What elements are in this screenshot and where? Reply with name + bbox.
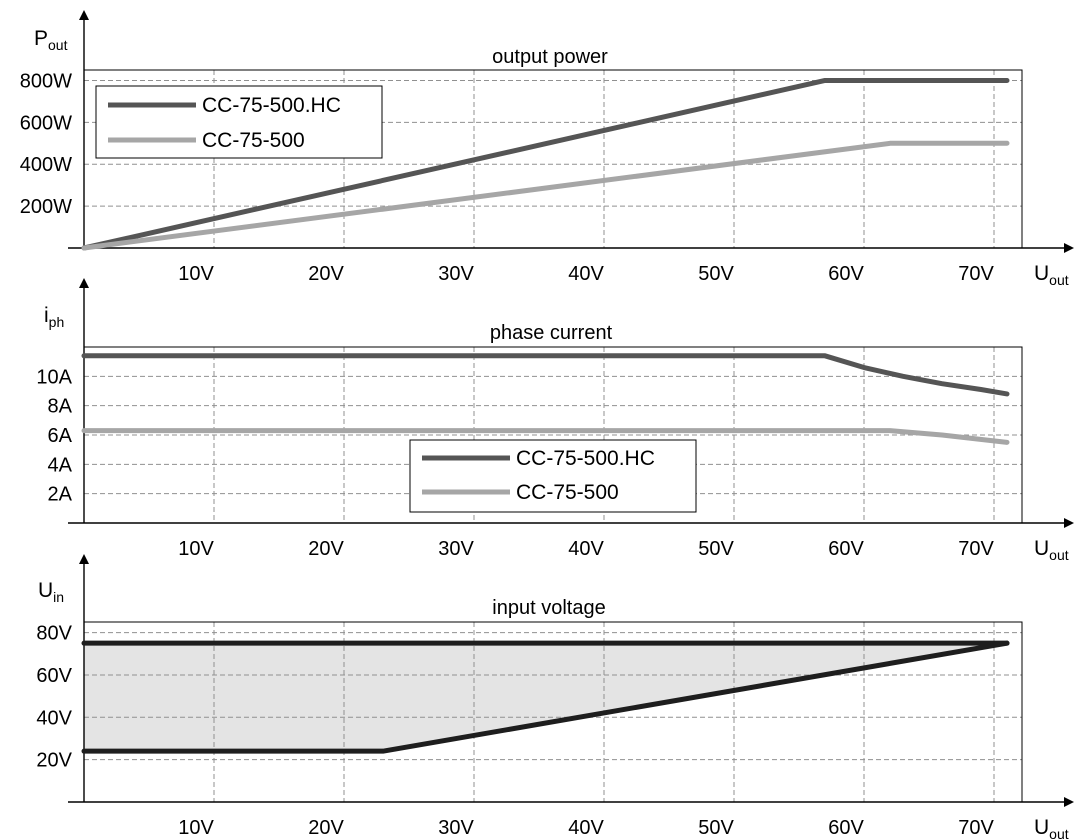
x-tick-label: 30V [438, 538, 474, 560]
x-tick-label: 60V [828, 538, 864, 560]
boundary-lines-input-voltage [81, 640, 1010, 754]
legend-label-hc: CC-75-500.HC [202, 94, 341, 117]
y-tick-label: 40V [36, 707, 72, 729]
x-axis-symbol-output-power: Uout [1034, 262, 1069, 288]
title-input-voltage: input voltage [492, 597, 605, 619]
x-tick-label: 10V [178, 538, 214, 560]
y-tick-label: 10A [36, 366, 72, 388]
legend-output-power: CC-75-500.HC CC-75-500 [95, 85, 383, 159]
y-axis-symbol-output-power: Pout [34, 27, 68, 53]
x-tick-label: 40V [568, 263, 604, 285]
x-tick-label: 20V [308, 263, 344, 285]
x-tick-label: 70V [958, 817, 994, 839]
y-tick-label: 600W [20, 112, 72, 134]
x-tick-label: 30V [438, 817, 474, 839]
x-tick-labels-input-voltage: 10V 20V 30V 40V 50V 60V 70V [178, 817, 994, 839]
y-tick-label: 6A [48, 425, 73, 447]
series-line-hc [81, 353, 1010, 397]
panel-phase-current: phase current iph Uout 2A 4A 6A 8A 10A 10V 20… [36, 278, 1074, 563]
x-tick-label: 20V [308, 538, 344, 560]
y-tick-label: 20V [36, 750, 72, 772]
y-tick-label: 8A [48, 396, 73, 418]
x-tick-label: 60V [828, 263, 864, 285]
x-tick-label: 10V [178, 817, 214, 839]
lower-boundary-line [81, 640, 1010, 754]
x-tick-label: 70V [958, 263, 994, 285]
x-tick-label: 50V [698, 817, 734, 839]
legend-label-std: CC-75-500 [516, 481, 619, 504]
x-tick-label: 40V [568, 538, 604, 560]
series-lines-phase-current [81, 353, 1010, 445]
series-line-std [81, 428, 1010, 445]
y-tick-label: 60V [36, 665, 72, 687]
series-line-hc [81, 77, 1010, 251]
x-tick-label: 10V [178, 263, 214, 285]
x-tick-label: 30V [438, 263, 474, 285]
x-tick-label: 50V [698, 263, 734, 285]
y-tick-label: 200W [20, 196, 72, 218]
input-voltage-band [84, 643, 1007, 752]
legend-phase-current: CC-75-500.HC CC-75-500 [409, 439, 697, 513]
panel-input-voltage: input voltage Uin Uout 20V 40V 60V 80V 10V 2… [36, 554, 1074, 840]
y-tick-labels-input-voltage: 20V 40V 60V 80V [36, 623, 72, 772]
series-lines-output-power [81, 77, 1010, 251]
y-tick-labels-output-power: 200W 400W 600W 800W [20, 70, 72, 218]
x-tick-labels-phase-current: 10V 20V 30V 40V 50V 60V 70V [178, 538, 994, 560]
legend-label-std: CC-75-500 [202, 129, 305, 152]
title-output-power: output power [492, 46, 608, 68]
x-tick-labels-output-power: 10V 20V 30V 40V 50V 60V 70V [178, 263, 994, 285]
legend-box-output-power [95, 85, 383, 159]
y-tick-label: 4A [48, 454, 73, 476]
x-tick-label: 50V [698, 538, 734, 560]
series-line-std [81, 140, 1010, 251]
x-axis-symbol-input-voltage: Uout [1034, 816, 1069, 840]
legend-label-hc: CC-75-500.HC [516, 447, 655, 470]
y-tick-label: 400W [20, 154, 72, 176]
x-axis-symbol-phase-current: Uout [1034, 537, 1069, 563]
y-axis-symbol-phase-current: iph [44, 304, 64, 330]
title-phase-current: phase current [490, 322, 613, 344]
x-tick-label: 60V [828, 817, 864, 839]
y-tick-label: 80V [36, 623, 72, 645]
y-axis-symbol-input-voltage: Uin [38, 579, 64, 605]
x-tick-label: 70V [958, 538, 994, 560]
panel-output-power: output power Pout Uout 200W400W600W800W … [20, 10, 1074, 288]
legend-box-phase-current [409, 439, 697, 513]
x-tick-label: 20V [308, 817, 344, 839]
y-tick-labels-phase-current: 2A 4A 6A 8A 10A [36, 366, 72, 505]
y-tick-label: 2A [48, 484, 73, 506]
y-tick-label: 800W [20, 70, 72, 92]
area-input-voltage [84, 643, 1007, 752]
x-tick-label: 40V [568, 817, 604, 839]
